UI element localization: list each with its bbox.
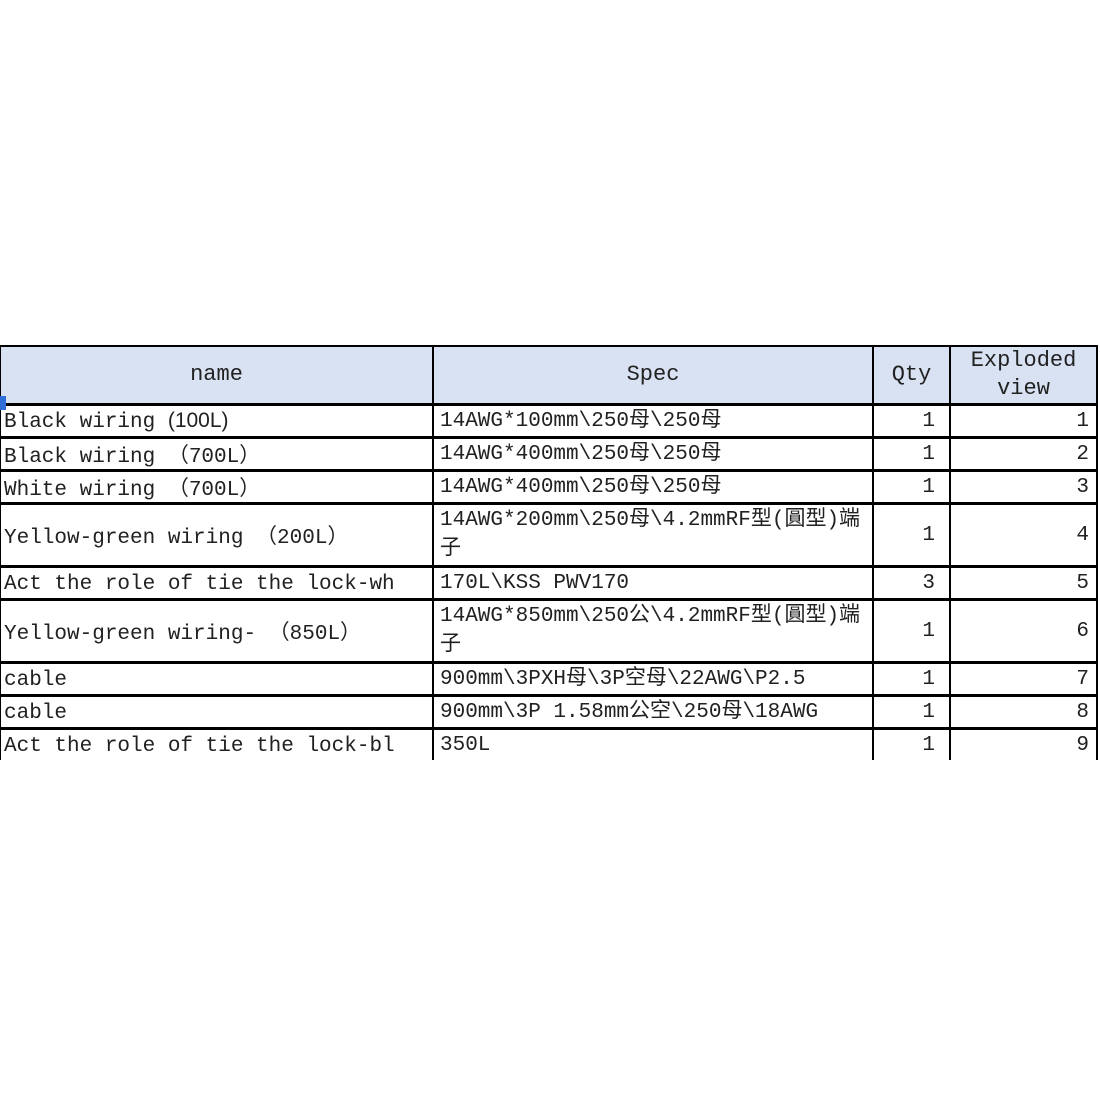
part-name-label: cable xyxy=(4,701,68,725)
qty-cell[interactable]: 1 xyxy=(872,598,951,664)
exploded-view-cell[interactable]: 2 xyxy=(949,436,1098,472)
spec-cell[interactable]: 14AWG*400mm\250母\250母 xyxy=(432,436,874,472)
exploded-view-cell[interactable]: 1 xyxy=(949,403,1098,439)
name-cell[interactable]: Act the role of tie the lock-bl xyxy=(0,727,434,760)
exploded-view-cell[interactable]: 9 xyxy=(949,727,1098,760)
name-cell[interactable]: White wiring （700L） xyxy=(0,469,434,505)
qty-cell[interactable]: 1 xyxy=(872,469,951,505)
spec-cell[interactable]: 14AWG*400mm\250母\250母 xyxy=(432,469,874,505)
qty-cell[interactable]: 1 xyxy=(872,502,951,568)
part-name-label: White wiring （700L） xyxy=(4,479,261,502)
table-row: Yellow-green wiring- （850L） 14AWG*850mm\… xyxy=(0,598,1098,664)
name-cell[interactable]: cable xyxy=(0,661,434,697)
col-header-spec[interactable]: Spec xyxy=(432,345,874,406)
table-row: Black wiring （700L） 14AWG*400mm\250母\250… xyxy=(0,436,1098,472)
part-name-label: cable xyxy=(4,668,68,692)
spec-cell[interactable]: 900mm\3PXH母\3P空母\22AWG\P2.5 xyxy=(432,661,874,697)
qty-cell[interactable]: 1 xyxy=(872,403,951,439)
qty-cell[interactable]: 1 xyxy=(872,727,951,760)
table-row: cable 900mm\3P 1.58mm公空\250母\18AWG 1 8 xyxy=(0,694,1098,730)
name-cell[interactable]: cable xyxy=(0,694,434,730)
table-row: cable 900mm\3PXH母\3P空母\22AWG\P2.5 1 7 xyxy=(0,661,1098,697)
part-name-label: Act the role of tie the lock-bl xyxy=(4,734,395,758)
part-name-label: Act the role of tie the lock-wh xyxy=(4,572,395,596)
name-cell[interactable]: Act the role of tie the lock-wh xyxy=(0,565,434,601)
spec-cell[interactable]: 14AWG*850mm\250公\4.2mmRF型(圓型)端子 xyxy=(432,598,874,664)
table-row: Act the role of tie the lock-wh 170L\KSS… xyxy=(0,565,1098,601)
name-cell[interactable]: Black wiring (100L) xyxy=(0,403,434,439)
col-header-exploded-view[interactable]: Exploded view xyxy=(949,345,1098,406)
part-name-label: Black wiring （700L） xyxy=(4,446,261,469)
table-row: Black wiring (100L) 14AWG*100mm\250母\250… xyxy=(0,403,1098,439)
table-row: Yellow-green wiring （200L） 14AWG*200mm\2… xyxy=(0,502,1098,568)
qty-cell[interactable]: 3 xyxy=(872,565,951,601)
part-name-alt-label: (100L) xyxy=(167,408,229,432)
header-row: name Spec Qty Exploded view xyxy=(0,345,1098,406)
spec-cell[interactable]: 14AWG*200mm\250母\4.2mmRF型(圓型)端子 xyxy=(432,502,874,568)
part-name-label: Black wiring xyxy=(4,410,168,434)
exploded-view-cell[interactable]: 7 xyxy=(949,661,1098,697)
table-row: Act the role of tie the lock-bl 350L 1 9 xyxy=(0,727,1098,760)
qty-cell[interactable]: 1 xyxy=(872,694,951,730)
part-name-label: Yellow-green wiring- （850L） xyxy=(4,623,362,646)
selection-handle[interactable] xyxy=(0,396,6,410)
table-row: White wiring （700L） 14AWG*400mm\250母\250… xyxy=(0,469,1098,505)
bom-table: name Spec Qty Exploded view Black wiring… xyxy=(0,345,1098,760)
exploded-view-cell[interactable]: 3 xyxy=(949,469,1098,505)
name-cell[interactable]: Black wiring （700L） xyxy=(0,436,434,472)
exploded-view-cell[interactable]: 8 xyxy=(949,694,1098,730)
spec-cell[interactable]: 900mm\3P 1.58mm公空\250母\18AWG xyxy=(432,694,874,730)
col-header-name[interactable]: name xyxy=(0,345,434,406)
name-cell[interactable]: Yellow-green wiring （200L） xyxy=(0,502,434,568)
spec-cell[interactable]: 350L xyxy=(432,727,874,760)
spec-cell[interactable]: 14AWG*100mm\250母\250母 xyxy=(432,403,874,439)
col-header-qty[interactable]: Qty xyxy=(872,345,951,406)
exploded-view-cell[interactable]: 5 xyxy=(949,565,1098,601)
qty-cell[interactable]: 1 xyxy=(872,436,951,472)
name-cell[interactable]: Yellow-green wiring- （850L） xyxy=(0,598,434,664)
spec-cell[interactable]: 170L\KSS PWV170 xyxy=(432,565,874,601)
exploded-view-cell[interactable]: 4 xyxy=(949,502,1098,568)
qty-cell[interactable]: 1 xyxy=(872,661,951,697)
part-name-label: Yellow-green wiring （200L） xyxy=(4,527,349,550)
exploded-view-cell[interactable]: 6 xyxy=(949,598,1098,664)
